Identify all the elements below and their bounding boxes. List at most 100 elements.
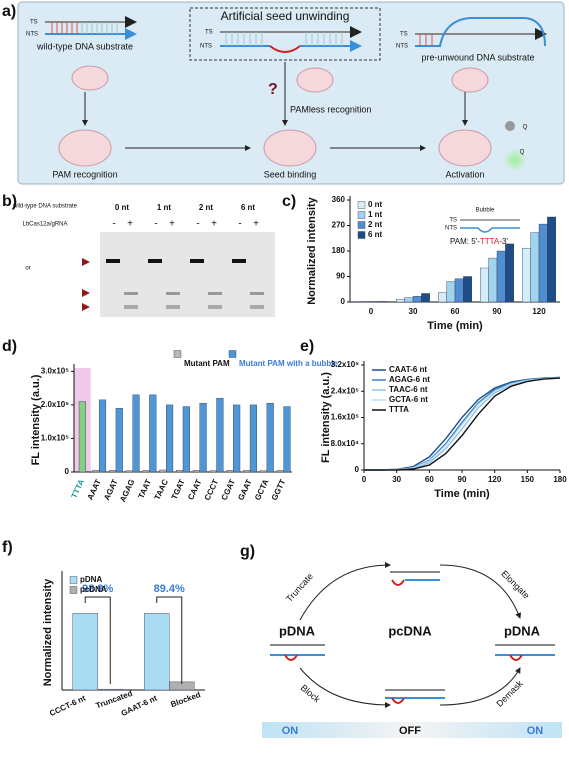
bar: [216, 397, 224, 473]
sign-label: -: [238, 219, 241, 230]
bar: [159, 469, 167, 473]
strand-label: NTS: [26, 32, 38, 38]
gel-band: [250, 305, 264, 309]
panel-label: b): [2, 193, 17, 210]
gel-band: [232, 259, 246, 263]
panel-g: g) ON OFF ON pDNA pcDNA pDNA Truncate El…: [240, 543, 562, 738]
legend-label: TTTA: [389, 405, 409, 414]
inset-pam: PAM: 5'-TTTA-3': [450, 237, 508, 246]
x-tick-label: 120: [488, 475, 502, 484]
x-tick-label: CCCT: [203, 478, 221, 502]
panel-a: a) TS NTS wild-type DNA substrate Artifi…: [2, 1, 565, 185]
y-tick-label: 1.6x10⁵: [331, 413, 359, 422]
gel-band: [166, 292, 180, 295]
strand-label: TS: [30, 20, 38, 26]
x-tick-label: AAAT: [86, 478, 103, 502]
y-tick-label: 180: [332, 246, 346, 255]
legend-swatch: [173, 350, 182, 358]
inset-pam-part: -3': [499, 237, 508, 246]
legend-label: Mutant PAM with a bubble: [239, 359, 339, 368]
strand-label: TS: [205, 30, 213, 36]
inset-pam-part: TTTA: [480, 237, 500, 246]
x-tick-label: 60: [425, 475, 434, 484]
arrow-label: Truncate: [284, 571, 315, 604]
panel-label: f): [2, 539, 13, 556]
x-tick-label: 150: [521, 475, 535, 484]
gel-band: [208, 292, 222, 295]
state: pcDNA: [388, 623, 432, 638]
x-tick-label: AGAT: [102, 478, 120, 502]
x-tick-label: GAAT: [236, 478, 254, 502]
bar: [209, 470, 217, 473]
y-tick-label: 90: [336, 272, 345, 281]
x-tick-label: 180: [553, 475, 567, 484]
x-tick-label: 0: [369, 307, 374, 316]
legend-label: pDNA: [80, 575, 102, 584]
inset-label: Bubble: [476, 208, 495, 214]
x-tick-label: 30: [392, 475, 401, 484]
bar: [182, 406, 190, 473]
bar: [142, 470, 150, 473]
legend-label: TAAC-6 nt: [389, 385, 428, 394]
bar: [505, 243, 514, 303]
step-label: Seed binding: [264, 169, 317, 179]
legend-swatch: [357, 201, 366, 209]
x-tick-label: CCCT-6 nt: [48, 693, 87, 718]
caption: wild-type DNA substrate: [36, 41, 133, 51]
y-tick-label: 0: [341, 297, 346, 306]
band-arrows: [82, 258, 90, 311]
x-tick-label: TAAT: [137, 478, 154, 500]
x-tick-label: GGTT: [270, 478, 288, 502]
state-bar: [262, 722, 562, 738]
y-tick-label: 8.0x10⁴: [331, 439, 359, 448]
row-label: wild-type DNA substrate: [12, 204, 78, 210]
gel-band: [148, 259, 162, 263]
caption: PAMless recognition: [290, 104, 371, 114]
bar: [538, 223, 548, 303]
bar: [176, 470, 184, 473]
legend-swatch: [357, 211, 366, 219]
quencher-label: Q: [523, 125, 528, 131]
legend-label: CAAT-6 nt: [389, 365, 427, 374]
panel-label: d): [2, 338, 17, 355]
annotation: 98.9%: [82, 583, 113, 595]
sign-label: +: [211, 219, 217, 230]
y-axis-label: FL intensity (a.u.): [30, 374, 42, 465]
y-tick-label: 3.2x10⁵: [331, 360, 359, 369]
step-label: Activation: [445, 169, 484, 179]
legend-label: pcDNA: [80, 585, 107, 594]
sign-label: -: [154, 219, 157, 230]
legend-label: 6 nt: [368, 230, 383, 239]
y-axis-label: FL intensity (a.u.): [320, 372, 332, 463]
panel-label: e): [300, 338, 314, 355]
annotation: 89.4%: [154, 583, 185, 595]
y-tick-label: 0: [355, 465, 360, 474]
x-tick-label: 0: [362, 475, 367, 484]
cas12a-proteins: [58, 65, 492, 167]
sign-label: +: [169, 219, 175, 230]
bar: [266, 403, 274, 473]
legend-label: 1 nt: [368, 210, 383, 219]
bar: [149, 394, 157, 473]
bar: [233, 404, 241, 473]
bar: [438, 292, 447, 303]
lane-label: 1 nt: [157, 203, 172, 212]
bar: [199, 403, 207, 473]
bar: [226, 470, 234, 473]
strand-label: NTS: [396, 44, 408, 50]
y-tick-label: 2.0x10⁵: [41, 400, 69, 409]
bar: [283, 406, 291, 473]
x-tick-label: TTTA: [70, 478, 87, 500]
gel-band: [106, 259, 120, 263]
bar: [488, 257, 498, 303]
y-tick-label: 360: [332, 195, 346, 204]
bar: [379, 301, 388, 303]
legend-label: GCTA-6 nt: [389, 395, 428, 404]
bubble-dna: [220, 26, 362, 53]
gel-band: [190, 259, 204, 263]
y-tick-label: 3.0x10⁵: [41, 366, 69, 375]
quencher-label: Q: [520, 150, 525, 156]
panel-label: g): [240, 543, 255, 560]
bar: [132, 394, 140, 473]
